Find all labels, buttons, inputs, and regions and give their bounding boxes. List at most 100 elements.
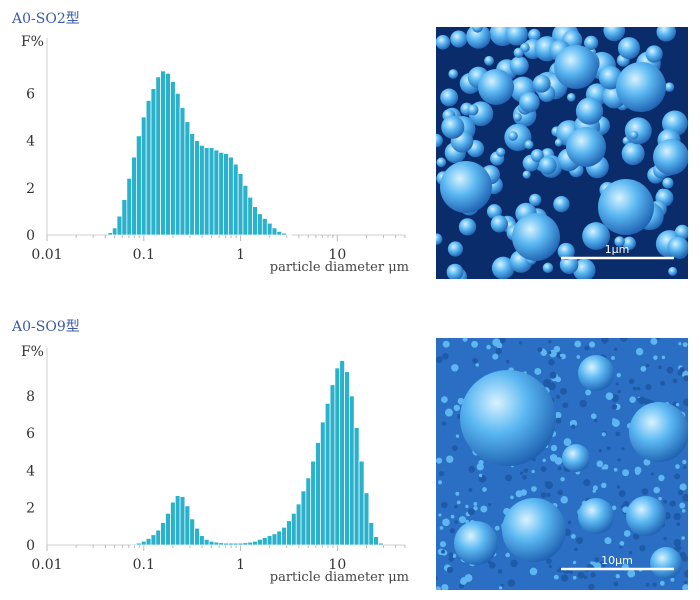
particle [532,74,551,93]
particle [446,263,464,279]
x-tick-label: 10 [328,247,346,263]
bar [140,540,147,546]
fine-particle [437,480,443,485]
bar [344,371,350,546]
fine-particle [636,386,641,391]
y-tick-label: 6 [26,426,35,442]
bar [252,206,258,236]
particle [454,521,498,565]
bar [276,231,283,236]
fine-particle [617,458,621,462]
fine-particle [557,466,562,471]
fine-particle [510,495,514,500]
fine-particle [531,486,537,492]
bar [368,522,374,546]
fine-particle [681,555,688,562]
particle [554,45,598,89]
particle [578,498,614,534]
fine-particle [679,483,687,491]
fine-particle [523,468,528,473]
bar [295,503,302,546]
fine-particle [448,552,454,558]
particle [478,69,514,105]
fine-particle [682,342,688,348]
fine-particle [548,339,552,344]
bar [208,147,215,236]
fine-particle [546,492,551,497]
fine-particle [455,491,460,496]
particle [575,97,604,125]
fine-particle [489,562,496,569]
particle [440,161,492,213]
particle [466,27,491,49]
bar [232,163,239,236]
fine-particle [611,356,615,360]
fine-particle [456,500,461,505]
fine-particle [537,347,543,353]
particle [629,130,639,140]
particle [656,27,676,42]
fine-particle [531,469,535,474]
fine-particle [446,566,454,574]
fine-particle [615,431,621,437]
particle [519,91,540,113]
fine-particle [615,573,620,579]
bar [107,232,113,236]
fine-particle [611,505,617,511]
fine-particle [645,582,650,587]
fine-particle [570,534,576,539]
fine-particle [548,564,553,569]
fine-particle [482,487,487,492]
bar [271,227,278,236]
bar [208,540,215,546]
particle [674,224,688,240]
bar [136,135,142,236]
scale-bar-label: 1μm [605,243,630,256]
fine-particle [555,394,561,400]
particle [447,241,464,257]
bar [315,442,321,546]
particle [566,93,576,102]
fine-particle [553,574,559,580]
y-axis-label: F% [21,34,44,50]
fine-particle [441,396,448,404]
bar [281,232,287,236]
bar [363,492,370,546]
fine-particle [520,489,528,496]
fine-particle [632,533,640,540]
particle [559,255,579,274]
x-tick-label: 0.01 [31,247,62,263]
fine-particle [611,404,618,410]
bar [228,542,234,546]
particle [584,35,599,50]
fine-particle [478,473,483,478]
scale-bar-label: 10μm [601,554,633,567]
fine-particle [684,569,688,578]
particle [513,47,524,58]
fine-particle [635,347,644,356]
bar [271,533,278,546]
fine-particle [522,474,528,480]
bar [305,477,312,546]
fine-particle [438,513,442,517]
fine-particle [569,570,574,575]
fine-particle [628,551,633,555]
fine-particle [439,526,444,530]
particle [598,179,654,235]
fine-particle [628,378,635,385]
bar [247,196,253,236]
bar [266,535,273,546]
fine-particle [462,338,468,342]
fine-particle [571,424,576,429]
particle [496,147,506,157]
y-tick-label: 2 [26,501,35,517]
fine-particle [670,577,675,582]
fine-particle [653,355,658,360]
fine-particle [572,560,577,565]
bar [353,427,360,546]
fine-particle [544,481,549,485]
fine-particle [601,482,607,489]
fine-particle [592,485,598,491]
fine-particle [444,408,453,417]
fine-particle [622,469,630,477]
